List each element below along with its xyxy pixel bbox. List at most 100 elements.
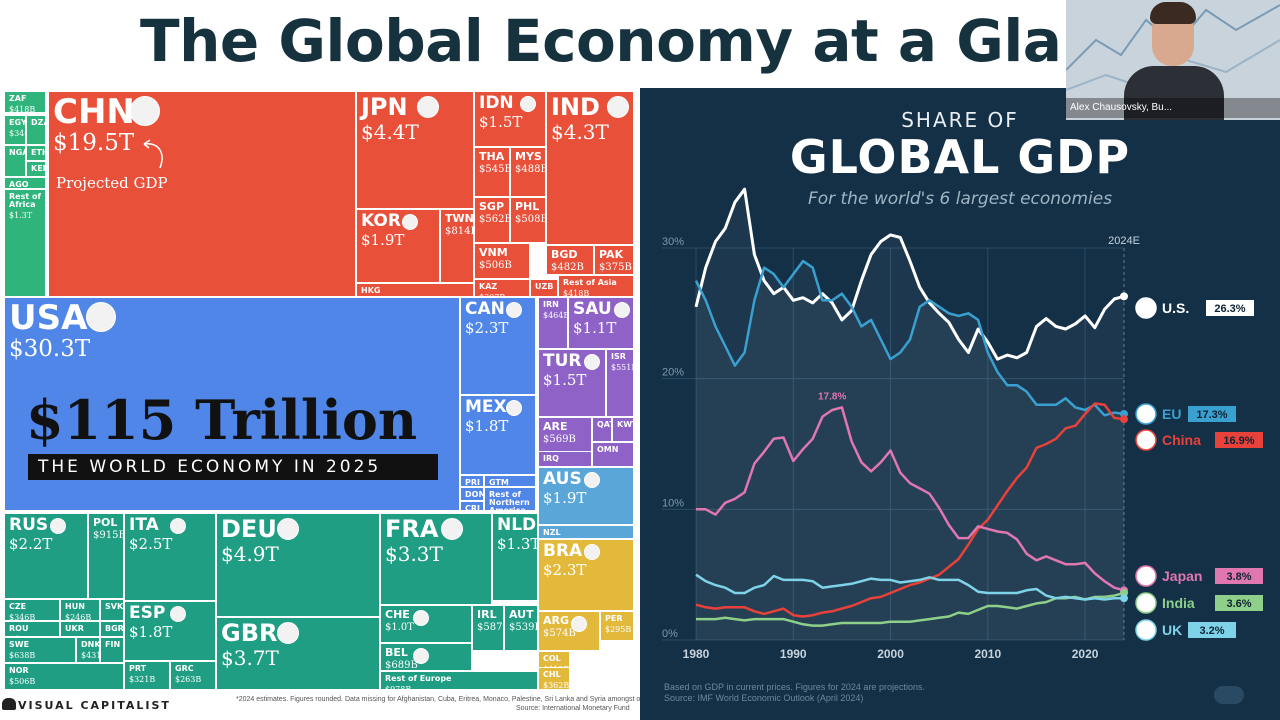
treemap-tile-tha: THA $545B xyxy=(474,147,510,197)
tile-code: DNK xyxy=(81,640,100,649)
tile-value: $638B xyxy=(9,651,36,660)
tile-value: $4.4T xyxy=(361,120,419,144)
tile-code: HKG xyxy=(361,286,381,295)
country-flag-icon xyxy=(570,616,587,632)
tile-value: $814B xyxy=(445,226,473,237)
treemap-tile-grc: GRC $263B xyxy=(170,661,216,690)
country-flag-icon xyxy=(1135,592,1157,614)
treemap-tile-rus: RUS $2.2T xyxy=(4,513,88,599)
treemap-tile-nor: NOR $506B xyxy=(4,663,124,690)
tile-value: $418B xyxy=(563,289,590,297)
series-line-china xyxy=(695,402,1125,618)
tile-code: COL xyxy=(543,654,561,663)
tile-code: Rest of Europe xyxy=(385,674,452,683)
series-value: 17.3% xyxy=(1196,409,1227,421)
treemap-tile-egy: EGY $346B xyxy=(4,115,26,145)
tile-value: $915B xyxy=(93,530,124,541)
tile-value: $263B xyxy=(175,675,202,684)
treemap-tile-bel: BEL $689B xyxy=(380,643,472,671)
tile-code: CHE xyxy=(385,608,410,621)
tile-code: OMN xyxy=(597,445,619,454)
tile-code: POL xyxy=(93,516,118,529)
world-gdp-caption: THE WORLD ECONOMY IN 2025 xyxy=(28,454,438,480)
chart-footnote: Based on GDP in current prices. Figures … xyxy=(664,682,925,704)
series-line-us xyxy=(694,187,1125,361)
tile-value: $1.5T xyxy=(479,113,523,131)
treemap-tile-jpn: JPN $4.4T xyxy=(356,91,474,209)
tile-code: EGY xyxy=(9,118,26,127)
x-tick-label: 1980 xyxy=(683,647,710,661)
tile-value: $2.2T xyxy=(9,535,53,553)
treemap-tile-nzl: NZL$263B xyxy=(538,525,634,539)
treemap-tile-uzb: UZB xyxy=(530,279,558,297)
tile-code: ESP xyxy=(129,603,166,623)
treemap-tile-pri: PRI xyxy=(460,475,484,487)
treemap-tile-ago: AGO$106B xyxy=(4,177,46,189)
tile-value: $488B xyxy=(515,164,546,175)
tile-value: $4.3T xyxy=(551,120,609,144)
forecast-label: 2024E xyxy=(1108,235,1140,247)
treemap-tile-bgr: BGR xyxy=(100,621,124,637)
tile-value: $307B xyxy=(479,294,525,297)
series-area-eu xyxy=(696,261,1124,640)
series-name: U.S. xyxy=(1162,300,1189,316)
treemap-tile-ukr: UKR xyxy=(60,621,100,637)
tile-code: ITA xyxy=(129,515,159,535)
tile-code: AUS xyxy=(543,469,582,489)
chart-subtitle: For the world's 6 largest economies xyxy=(807,189,1113,209)
series-endpoint xyxy=(1120,594,1128,603)
footer-note: *2024 estimates. Figures rounded. Data m… xyxy=(236,696,658,703)
global-gdp-chart: SHARE OF GLOBAL GDP For the world's 6 la… xyxy=(640,88,1280,720)
presenter-body xyxy=(1124,66,1224,120)
country-flag-icon xyxy=(440,518,463,540)
treemap-tile-pak: PAK $375B xyxy=(594,245,634,275)
series-value: 16.9% xyxy=(1223,435,1254,447)
treemap-tile-ind: IND $4.3T xyxy=(546,91,634,245)
tile-code: ISR xyxy=(611,352,626,361)
treemap-tile-sgp: SGP $562B xyxy=(474,197,510,243)
tile-value: $406B xyxy=(9,636,35,637)
visual-capitalist-logo-icon xyxy=(1214,686,1244,704)
tile-code: UZB xyxy=(535,282,554,291)
tile-code: HUN xyxy=(65,602,85,611)
tile-value: $464B xyxy=(543,311,568,320)
treemap-tile-idn: IDN $1.5T xyxy=(474,91,546,147)
treemap-tile-hun: HUN $246B xyxy=(60,599,100,621)
treemap-tile-svk: SVK xyxy=(100,599,124,621)
y-tick-label: 0% xyxy=(662,628,678,640)
gdp-line-plot: 0% 10% 20% 30% 1980 1990 2000 2010 2020 2024E 17.8… xyxy=(662,187,1263,661)
tile-code: DZA xyxy=(31,118,45,127)
tile-code: BGR xyxy=(105,624,124,633)
treemap-tile-gtm: GTM xyxy=(484,475,536,487)
treemap-footer: VISUAL CAPITALIST *2024 estimates. Figur… xyxy=(0,690,658,720)
tile-code: RUS xyxy=(9,515,49,535)
tile-value: $246B xyxy=(65,613,92,621)
tile-code: AUT xyxy=(509,608,534,621)
treemap-tile-dom: DOM xyxy=(460,487,484,501)
tile-code: KEN xyxy=(31,164,45,173)
tile-code: CRI xyxy=(465,504,481,511)
treemap-tile-mys: MYS $488B xyxy=(510,147,546,197)
treemap-tile-vnm: VNM $506B xyxy=(474,243,530,279)
tile-value: $346B xyxy=(9,129,25,138)
tile-value: $689B xyxy=(385,660,418,671)
tile-code: BGD xyxy=(551,248,578,261)
series-line-india xyxy=(696,591,1125,627)
tile-code: NZL xyxy=(543,528,561,537)
y-tick-label: 10% xyxy=(662,497,684,509)
tile-value: $978B xyxy=(385,685,412,690)
treemap-tile-mex: MEX $1.8T xyxy=(460,395,536,475)
treemap-tile-bra: BRA $2.3T xyxy=(538,539,634,611)
treemap-tile-kwt: KWT xyxy=(612,417,634,442)
tile-code: CAN xyxy=(465,299,505,319)
series-value: 26.3% xyxy=(1214,303,1245,315)
tile-value: $431B xyxy=(81,651,99,660)
tile-value: $375B xyxy=(599,262,632,273)
treemap-tile-omn: OMN xyxy=(592,442,634,467)
tile-value: $30.3T xyxy=(9,336,91,362)
chart-title: GLOBAL GDP xyxy=(789,130,1131,184)
treemap-tile-dnk: DNK $431B xyxy=(76,637,100,663)
tile-code: DOM xyxy=(465,490,483,499)
country-flag-icon xyxy=(276,518,299,540)
tile-code: PHL xyxy=(515,200,540,213)
